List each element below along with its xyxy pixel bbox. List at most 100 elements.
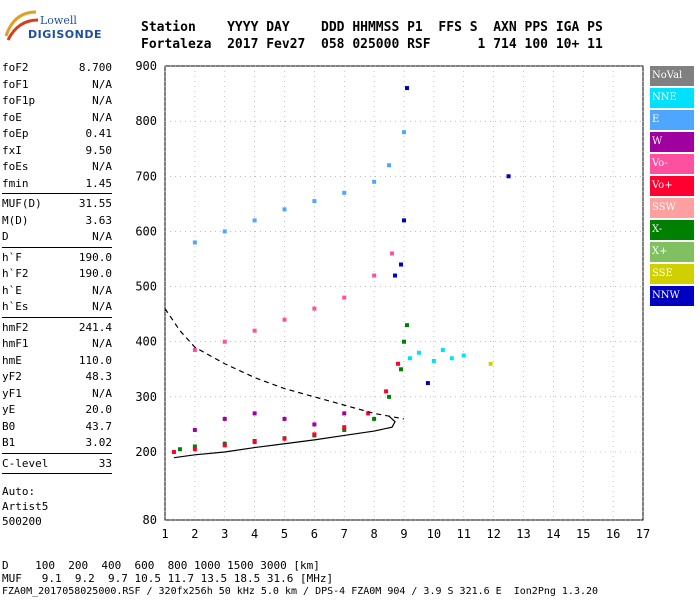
param-value: 48.3: [85, 370, 113, 383]
param-row: fxI 9.50: [2, 143, 112, 160]
param-row: M(D) 3.63: [2, 213, 112, 230]
y-tick-label: 600: [135, 224, 157, 238]
x-tick-label: 1: [161, 527, 168, 541]
param-value: 3.63: [85, 213, 113, 227]
x-tick-label: 12: [486, 527, 500, 541]
divider: [2, 316, 112, 318]
param-value: N/A: [92, 160, 112, 173]
data-point: [404, 86, 409, 91]
x-tick-label: 6: [311, 527, 318, 541]
param-value: 1.45: [85, 176, 113, 190]
param-row: hmE 110.0: [2, 353, 112, 370]
data-point: [312, 422, 317, 427]
param-name: C-level: [2, 456, 49, 470]
data-point: [222, 339, 227, 344]
data-point: [372, 179, 377, 184]
param-value: 33: [98, 456, 112, 470]
param-name: foEp: [2, 127, 29, 140]
data-point: [312, 199, 317, 204]
param-name: MUF(D): [2, 197, 42, 210]
param-value: 190.0: [78, 267, 112, 280]
data-point: [252, 328, 257, 333]
x-tick-label: 4: [251, 527, 258, 541]
param-row: D N/A: [2, 229, 112, 246]
data-point: [449, 356, 454, 361]
data-point: [387, 163, 392, 168]
y-tick-label: 700: [135, 169, 157, 183]
profile-curve: [173, 415, 396, 459]
y-tick-label: 200: [135, 445, 157, 459]
param-value: 0.41: [85, 127, 113, 140]
data-point: [342, 295, 347, 300]
param-value: N/A: [92, 283, 112, 297]
params-group-2: MUF(D) 31.55 M(D) 3.63 D N/A: [2, 196, 112, 246]
param-row: h`E N/A: [2, 283, 112, 300]
data-point: [342, 411, 347, 416]
data-point: [402, 130, 406, 135]
param-value: 43.7: [85, 419, 113, 433]
data-point: [177, 447, 182, 452]
legend-entry: NNE: [650, 88, 694, 108]
data-point: [372, 416, 377, 421]
param-name: foF1: [2, 77, 29, 91]
x-tick-label: 17: [636, 527, 650, 541]
legend-entry: NNW: [650, 286, 694, 306]
param-name: yF2: [2, 370, 22, 383]
data-point: [282, 207, 287, 212]
x-tick-label: 9: [400, 527, 407, 541]
data-point: [312, 432, 317, 437]
data-point: [312, 306, 317, 311]
x-tick-label: 7: [341, 527, 348, 541]
header-values: Fortaleza 2017 Fev27 058 025000 RSF 1 71…: [141, 37, 603, 52]
param-value: 190.0: [78, 250, 112, 264]
x-tick-label: 8: [371, 527, 378, 541]
data-point: [192, 347, 197, 352]
param-name: D: [2, 230, 9, 243]
param-value: 20.0: [85, 403, 113, 416]
x-tick-label: 5: [281, 527, 288, 541]
file-info: FZA0M_2017058025000.RSF / 320fx256h 50 k…: [2, 586, 599, 597]
param-row: h`F 190.0: [2, 250, 112, 267]
data-point: [192, 240, 197, 245]
muf-row: MUF 9.1 9.2 9.7 10.5 11.7 13.5 18.5 31.6…: [2, 572, 334, 585]
data-point: [222, 416, 227, 421]
data-point: [416, 350, 421, 355]
x-tick-label: 2: [191, 527, 198, 541]
param-value: N/A: [92, 230, 112, 243]
divider: [2, 452, 112, 454]
data-point: [342, 425, 347, 430]
data-point: [282, 436, 287, 441]
data-point: [222, 229, 227, 234]
param-row: foE N/A: [2, 110, 112, 127]
param-row: fmin 1.45: [2, 176, 112, 193]
x-tick-label: 3: [221, 527, 228, 541]
param-name: h`Es: [2, 300, 29, 313]
divider: [2, 473, 112, 474]
params-group-4: hmF2 241.4 hmF1 N/A hmE 110.0 yF2 48.3 yF1 N/A yE 2…: [2, 320, 112, 452]
data-point: [282, 416, 287, 421]
data-point: [399, 262, 404, 267]
data-point: [396, 361, 401, 366]
legend-entry: W: [650, 132, 694, 152]
params-group-5: C-level 33: [2, 456, 112, 473]
x-tick-label: 14: [546, 527, 560, 541]
param-name: M(D): [2, 213, 29, 227]
y-tick-label: 900: [135, 59, 157, 73]
param-name: yF1: [2, 386, 22, 400]
y-tick-label: 400: [135, 335, 157, 349]
param-value: 31.55: [78, 197, 112, 210]
data-point: [192, 444, 197, 449]
param-value: 241.4: [78, 320, 112, 334]
auto-label: Auto:: [2, 485, 36, 498]
logo-swoosh-icon: [4, 10, 39, 41]
param-name: foEs: [2, 160, 29, 173]
divider: [2, 246, 112, 248]
logo-lowell: Lowell: [40, 14, 77, 27]
param-row: foF1 N/A: [2, 77, 112, 94]
data-point: [407, 356, 412, 361]
data-point: [366, 411, 371, 416]
data-point: [399, 367, 404, 372]
data-point: [252, 218, 257, 223]
param-name: hmE: [2, 353, 22, 367]
